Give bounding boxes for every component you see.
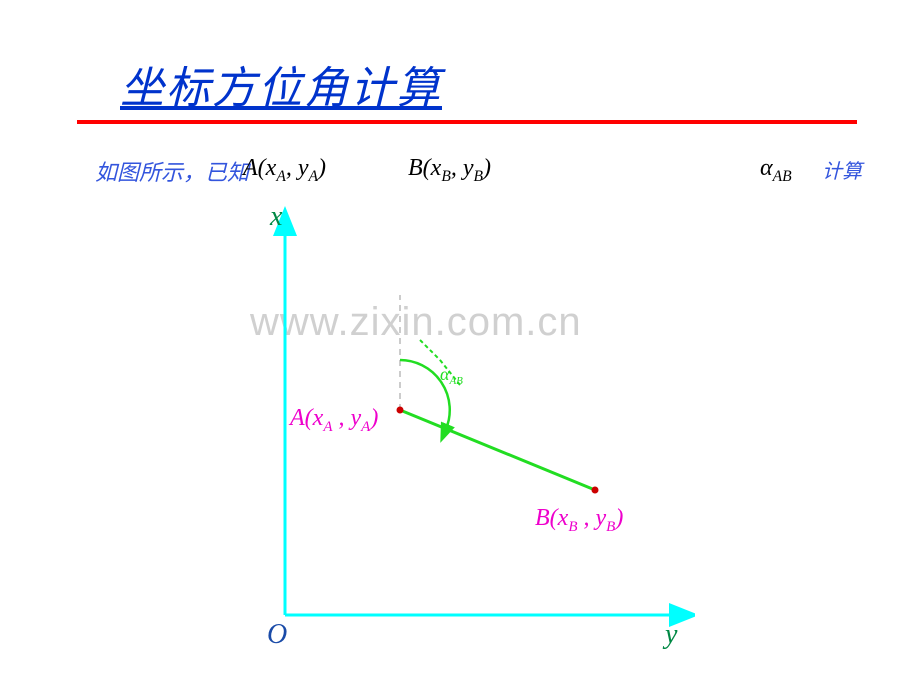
point-a-label: A(xA , yA) <box>288 405 378 435</box>
slide-title: 坐标方位角计算 <box>120 52 442 116</box>
point-b-dot <box>592 487 599 494</box>
coordinate-diagram: x y O A(xA , yA) B(xB , yB) αAB <box>255 205 695 655</box>
title-underline-red <box>77 120 857 124</box>
formula-point-b: B(xB, yB) <box>408 155 491 186</box>
angle-dash-1 <box>420 340 440 360</box>
problem-statement: 如图所示，已知 <box>95 155 249 187</box>
diagram-svg: x y O A(xA , yA) B(xB , yB) αAB <box>255 205 695 655</box>
point-a-dot <box>397 407 404 414</box>
title-text: 坐标方位角计算 <box>120 64 442 113</box>
line-ab <box>400 410 595 490</box>
x-axis-label: x <box>269 205 283 232</box>
formula-point-a: A(xA, yA) <box>243 155 326 186</box>
formula-alpha: αAB <box>760 155 792 186</box>
point-b-label: B(xB , yB) <box>535 505 623 535</box>
problem-suffix: 计算 <box>822 155 862 184</box>
problem-prefix: 如图所示，已知 <box>95 160 249 185</box>
angle-label: αAB <box>440 364 463 387</box>
origin-label: O <box>267 619 287 650</box>
y-axis-label: y <box>662 619 678 650</box>
